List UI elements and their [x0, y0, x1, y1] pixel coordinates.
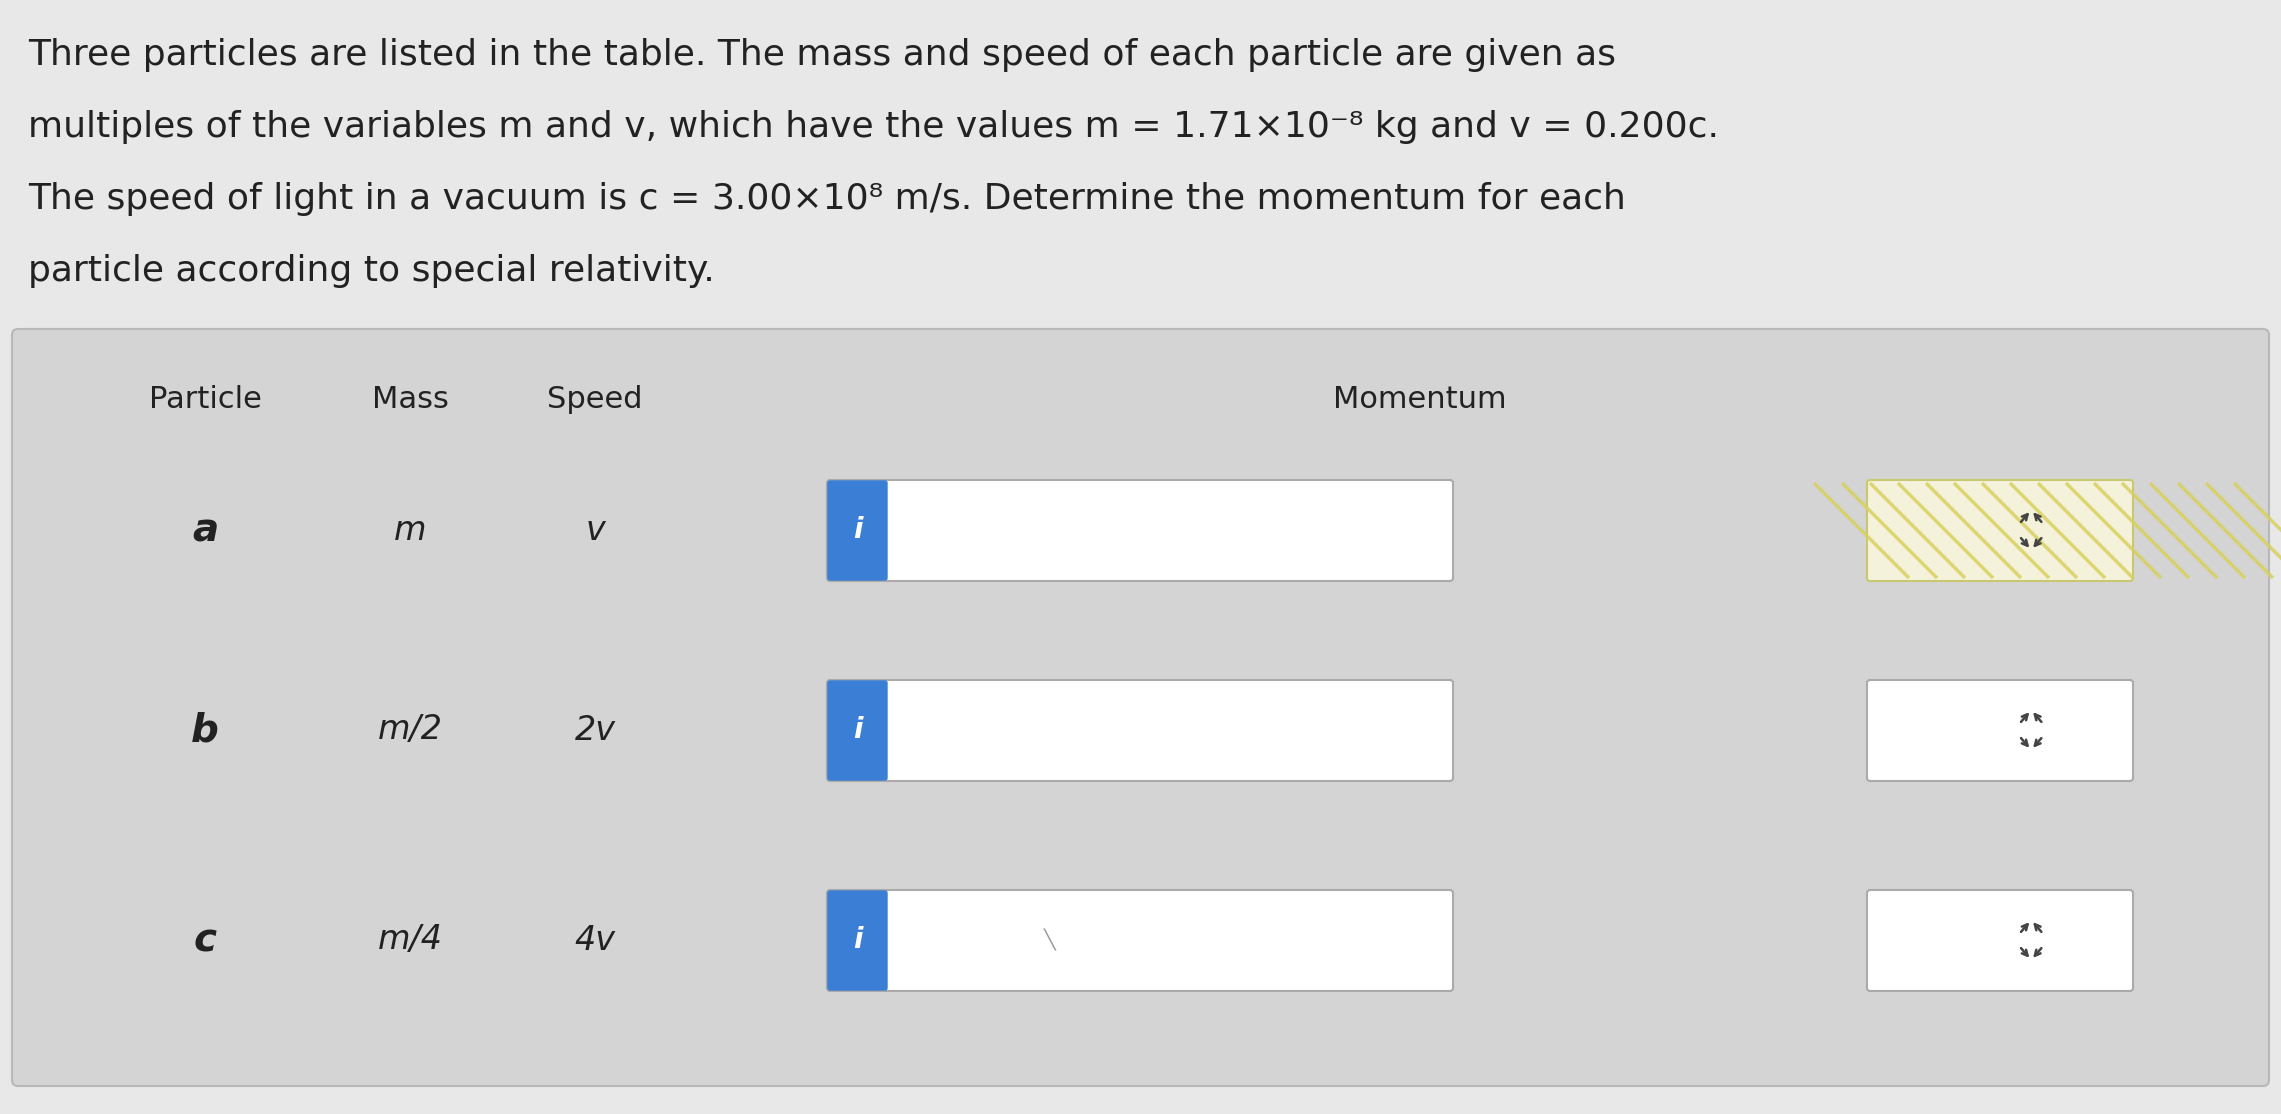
Text: particle according to special relativity.: particle according to special relativity…	[27, 254, 714, 289]
Text: Momentum: Momentum	[1332, 385, 1508, 414]
Text: i: i	[853, 516, 862, 544]
FancyBboxPatch shape	[828, 891, 887, 990]
Text: m/2: m/2	[376, 713, 443, 746]
Text: m: m	[395, 514, 427, 547]
FancyBboxPatch shape	[1868, 680, 2133, 781]
FancyBboxPatch shape	[828, 890, 1453, 991]
Text: Particle: Particle	[148, 385, 262, 414]
Text: 2v: 2v	[575, 713, 616, 746]
FancyBboxPatch shape	[1868, 890, 2133, 991]
Text: c: c	[194, 921, 217, 959]
Text: m/4: m/4	[376, 924, 443, 957]
Text: a: a	[192, 511, 219, 549]
Text: multiples of the variables m and v, which have the values m = 1.71×10⁻⁸ kg and v: multiples of the variables m and v, whic…	[27, 110, 1720, 144]
Text: i: i	[853, 716, 862, 744]
Text: The speed of light in a vacuum is c = 3.00×10⁸ m/s. Determine the momentum for e: The speed of light in a vacuum is c = 3.…	[27, 182, 1626, 216]
Text: i: i	[853, 926, 862, 954]
FancyBboxPatch shape	[828, 681, 887, 780]
Text: v: v	[586, 514, 604, 547]
Text: ╲: ╲	[1045, 929, 1056, 951]
Text: Three particles are listed in the table. The mass and speed of each particle are: Three particles are listed in the table.…	[27, 38, 1615, 72]
Text: Mass: Mass	[372, 385, 449, 414]
FancyBboxPatch shape	[11, 329, 2270, 1086]
Text: Speed: Speed	[547, 385, 643, 414]
FancyBboxPatch shape	[828, 480, 1453, 582]
FancyBboxPatch shape	[828, 680, 1453, 781]
Text: b: b	[192, 711, 219, 749]
FancyBboxPatch shape	[1868, 480, 2133, 582]
Text: 4v: 4v	[575, 924, 616, 957]
FancyBboxPatch shape	[828, 481, 887, 580]
